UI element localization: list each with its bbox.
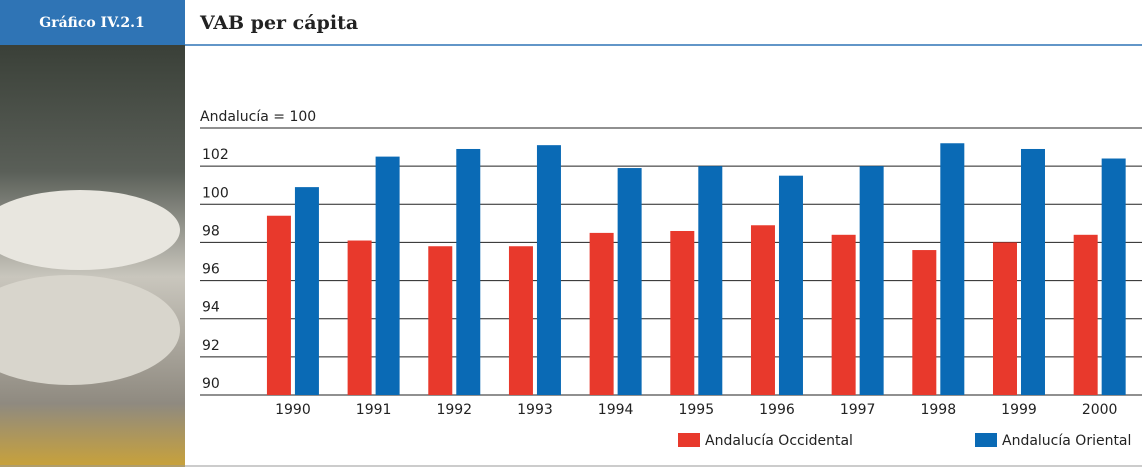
x-tick-label: 1990 bbox=[275, 402, 311, 418]
y-tick-label: 100 bbox=[202, 185, 229, 201]
bar bbox=[347, 240, 372, 395]
y-axis-label: Andalucía = 100 bbox=[200, 109, 316, 125]
bar bbox=[912, 250, 937, 395]
y-tick-label: 98 bbox=[202, 223, 220, 239]
bar bbox=[992, 242, 1017, 395]
bar bbox=[375, 156, 400, 395]
bar bbox=[266, 215, 291, 395]
bar bbox=[1020, 148, 1045, 395]
x-tick-label: 1997 bbox=[840, 402, 876, 418]
bar bbox=[536, 145, 561, 395]
bar bbox=[778, 175, 803, 395]
tag-box bbox=[0, 0, 185, 45]
legend-swatch bbox=[975, 433, 997, 447]
bar bbox=[670, 230, 695, 395]
x-tick-label: 1998 bbox=[920, 402, 956, 418]
bar bbox=[456, 148, 481, 395]
x-tick-label: 1992 bbox=[436, 402, 472, 418]
bar bbox=[428, 246, 453, 395]
legend-swatch bbox=[678, 433, 700, 447]
y-tick-label: 92 bbox=[202, 338, 220, 354]
x-tick-label: 1993 bbox=[517, 402, 553, 418]
bar bbox=[617, 168, 642, 395]
y-tick-label: 102 bbox=[202, 147, 229, 163]
x-tick-label: 1991 bbox=[356, 402, 392, 418]
bar bbox=[1073, 234, 1098, 395]
y-tick-label: 96 bbox=[202, 262, 220, 278]
legend-label: Andalucía Occidental bbox=[705, 433, 853, 449]
figure-tag: Gráfico IV.2.1 bbox=[39, 15, 145, 31]
bar bbox=[940, 143, 965, 395]
bar bbox=[508, 246, 533, 395]
x-tick-label: 1999 bbox=[1001, 402, 1037, 418]
bar bbox=[831, 234, 856, 395]
bar bbox=[294, 187, 319, 395]
y-tick-label: 90 bbox=[202, 376, 220, 392]
chart-title: VAB per cápita bbox=[199, 12, 358, 34]
photo-car bbox=[0, 190, 180, 270]
x-tick-label: 1995 bbox=[678, 402, 714, 418]
bar bbox=[1101, 158, 1126, 395]
x-tick-label: 1994 bbox=[598, 402, 634, 418]
bar bbox=[698, 166, 723, 395]
x-tick-label: 1996 bbox=[759, 402, 795, 418]
bar bbox=[750, 225, 775, 395]
legend-label: Andalucía Oriental bbox=[1002, 433, 1131, 449]
y-tick-label: 94 bbox=[202, 300, 220, 316]
bar bbox=[589, 232, 614, 395]
x-tick-label: 2000 bbox=[1082, 402, 1118, 418]
bar bbox=[859, 166, 884, 395]
photo-car bbox=[0, 275, 180, 385]
